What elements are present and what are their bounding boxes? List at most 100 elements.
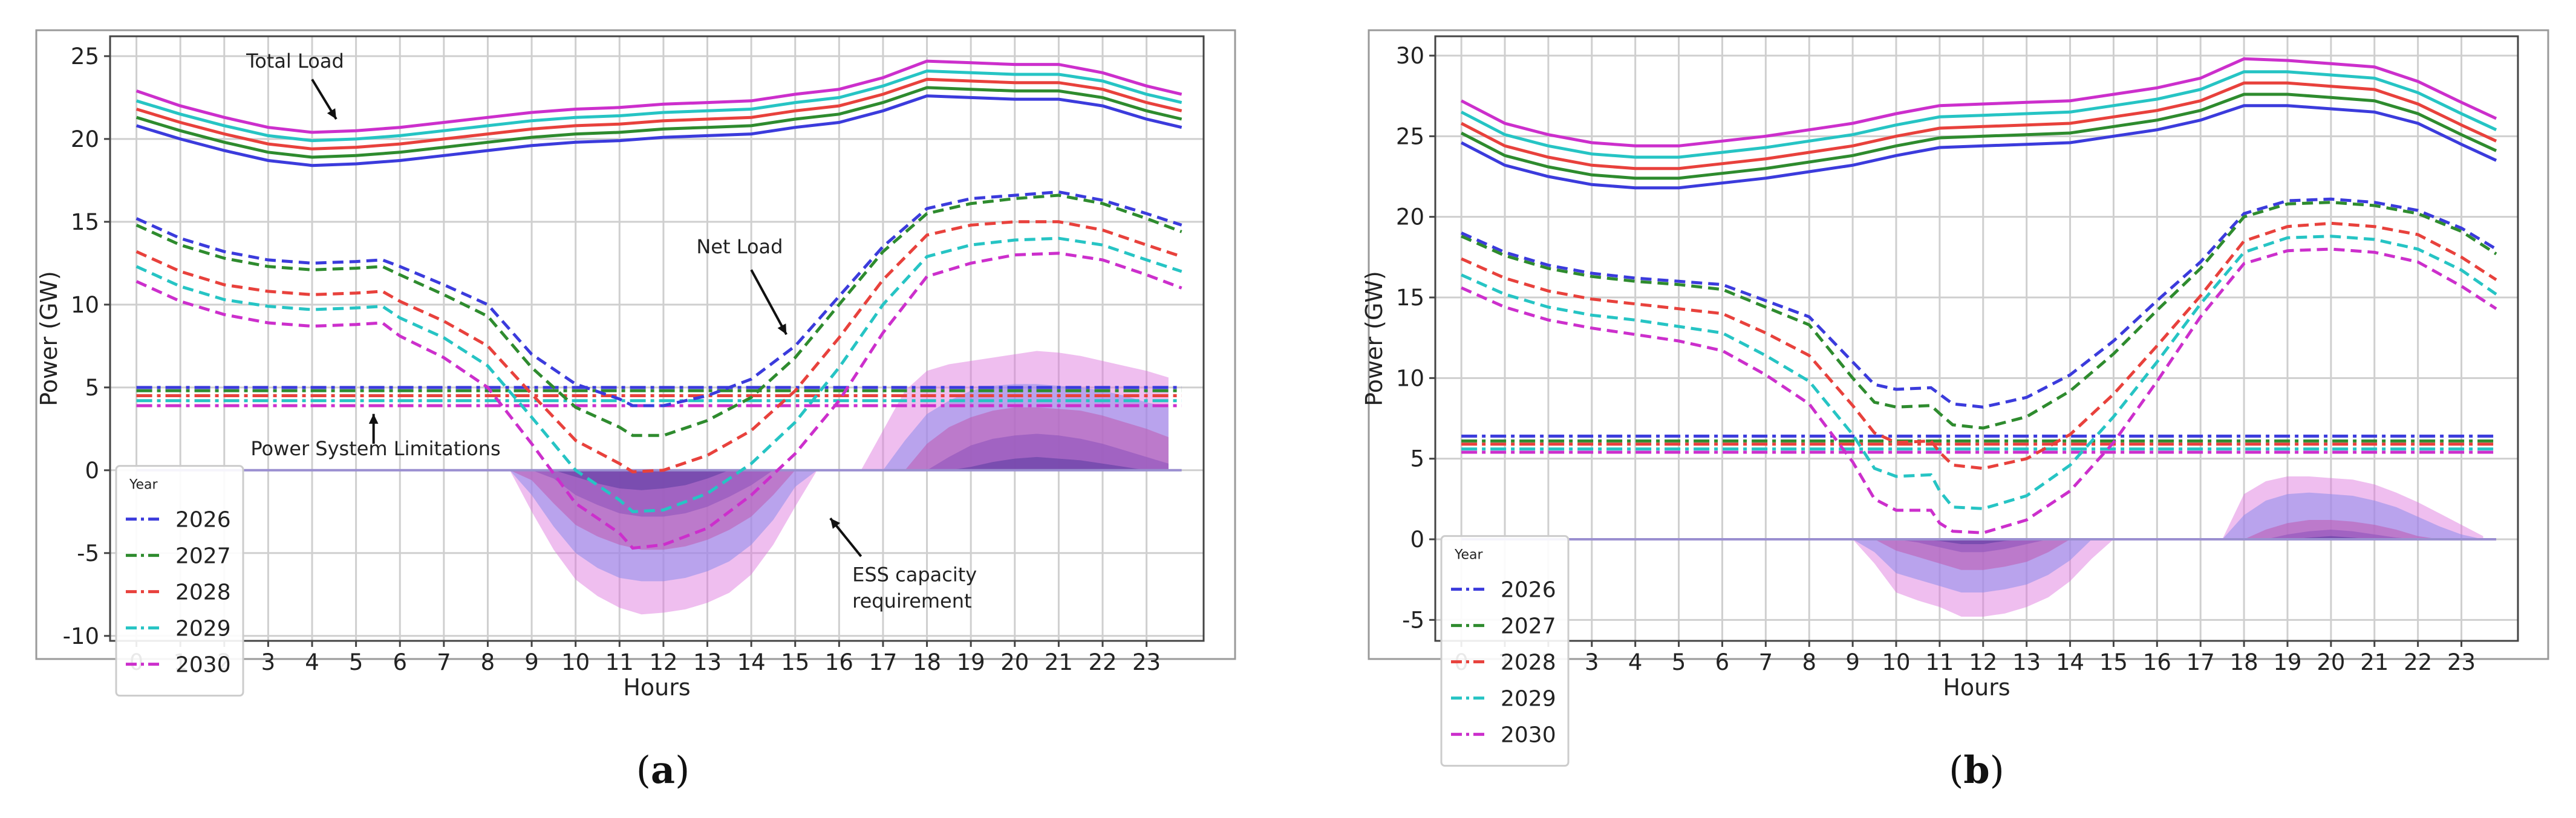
x-tick-label: 4 (1628, 649, 1643, 675)
x-tick-label: 6 (393, 649, 407, 675)
x-tick-label: 19 (2273, 649, 2301, 675)
x-tick-label: 19 (957, 649, 985, 675)
plot-area-border (1434, 35, 2519, 642)
x-tick-label: 14 (737, 649, 766, 675)
total-load-line-2028 (135, 77, 1182, 151)
net-load-line-2027 (1461, 201, 2497, 430)
y-tick-label: 5 (85, 375, 99, 401)
legend-entry-2029: 2029 (1501, 687, 1556, 712)
x-tick-label: 17 (869, 649, 897, 675)
net-load-line-2026 (135, 190, 1182, 407)
net-load-line-2029 (135, 236, 1182, 513)
x-tick-label: 12 (649, 649, 677, 675)
ess-band-2026 (509, 456, 1169, 490)
y-tick-label: 20 (1396, 204, 1424, 230)
annotation-total-load-arrow-head (327, 108, 336, 119)
y-tick-label: 10 (71, 292, 99, 318)
x-tick-label: 18 (2230, 649, 2258, 675)
y-axis-label: Power (GW) (1361, 271, 1387, 406)
annotation-net-load-arrow (750, 269, 787, 336)
plot-area-border (109, 35, 1205, 642)
net-load-line-2029 (1461, 235, 2497, 510)
total-load-line-2028 (1460, 81, 2497, 170)
legend-entry-2027: 2027 (1501, 614, 1556, 639)
y-tick-label: 0 (85, 458, 99, 484)
annotation-net-load-arrow-head (777, 323, 787, 335)
ess-band-2029 (1853, 492, 2483, 592)
x-tick-label: 21 (2360, 649, 2389, 675)
x-tick-label: 6 (1715, 649, 1730, 675)
x-tick-label: 21 (1045, 649, 1073, 675)
y-tick-label: -5 (1402, 607, 1424, 633)
x-tick-label: 7 (437, 649, 451, 675)
x-tick-label: 9 (1845, 649, 1860, 675)
y-tick-label: 15 (71, 209, 99, 235)
x-axis-label: Hours (623, 674, 690, 701)
x-tick-label: 14 (2056, 649, 2084, 675)
legend-title: Year (1454, 548, 1484, 563)
x-tick-label: 8 (1802, 649, 1816, 675)
x-tick-label: 16 (2143, 649, 2171, 675)
legend-entry-2028: 2028 (1501, 651, 1556, 675)
x-tick-label: 9 (524, 649, 539, 675)
x-tick-label: 3 (261, 649, 276, 675)
x-tick-label: 23 (2447, 649, 2476, 675)
x-tick-label: 5 (349, 649, 364, 675)
y-tick-label: 30 (1396, 43, 1424, 69)
x-tick-label: 20 (2317, 649, 2345, 675)
y-tick-label: 25 (71, 44, 99, 70)
legend-entry-2029: 2029 (175, 617, 231, 641)
x-axis-label: Hours (1943, 674, 2010, 701)
total-load-line-2029 (135, 69, 1182, 143)
legend-title: Year (129, 478, 158, 493)
legend-entry-2028: 2028 (175, 580, 231, 605)
annotation-limitations-arrow-head (368, 414, 379, 424)
net-load-line-2027 (135, 193, 1182, 437)
x-tick-label: 23 (1132, 649, 1161, 675)
panel-caption: (a) (636, 748, 690, 792)
x-tick-label: 16 (825, 649, 853, 675)
legend-entry-2026: 2026 (175, 508, 231, 533)
net-load-line-2030 (1461, 247, 2497, 534)
y-tick-label: 25 (1396, 123, 1424, 149)
annotation-total-load: Total Load (246, 50, 344, 73)
total-load-line-2027 (135, 86, 1182, 159)
annotation-ess-arrow-head (830, 518, 841, 529)
y-tick-label: 5 (1410, 446, 1424, 472)
x-tick-label: 4 (305, 649, 319, 675)
x-tick-label: 20 (1000, 649, 1029, 675)
panel-a: -10-505101520250123456789101112131415161… (35, 29, 1236, 792)
y-axis-label: Power (GW) (36, 271, 62, 406)
x-tick-label: 7 (1759, 649, 1773, 675)
net-load-line-2028 (1461, 221, 2497, 470)
net-load-line-2026 (1461, 197, 2497, 409)
total-load-line-2029 (1460, 70, 2497, 159)
x-tick-label: 3 (1585, 649, 1599, 675)
x-tick-label: 15 (2099, 649, 2128, 675)
annotation-ess-line1: ESS capacity (852, 563, 977, 586)
total-load-line-2026 (1460, 104, 2497, 190)
x-tick-label: 5 (1672, 649, 1686, 675)
legend-box (1440, 535, 1570, 767)
legend-entry-2030: 2030 (175, 653, 231, 678)
net-load-line-2028 (135, 220, 1182, 474)
annotation-limitations: Power System Limitations (250, 437, 500, 460)
panel-caption: (b) (1949, 748, 2004, 792)
x-tick-label: 11 (1925, 649, 1954, 675)
annotation-ess-line2: requirement (852, 589, 971, 612)
legend-entry-2030: 2030 (1501, 723, 1556, 748)
x-tick-label: 22 (1088, 649, 1117, 675)
net-load-line-2030 (135, 252, 1182, 550)
y-tick-label: -10 (63, 623, 99, 649)
x-tick-label: 12 (1969, 649, 1997, 675)
total-load-line-2030 (1460, 57, 2497, 148)
x-tick-label: 17 (2186, 649, 2215, 675)
x-tick-label: 18 (913, 649, 941, 675)
annotation-net-load: Net Load (696, 235, 783, 258)
legend-entry-2026: 2026 (1501, 578, 1556, 603)
legend-entry-2027: 2027 (175, 544, 231, 569)
ess-band-2027 (1853, 530, 2483, 553)
y-tick-label: -5 (77, 540, 99, 566)
x-tick-label: 11 (605, 649, 634, 675)
total-load-line-2030 (135, 59, 1182, 134)
